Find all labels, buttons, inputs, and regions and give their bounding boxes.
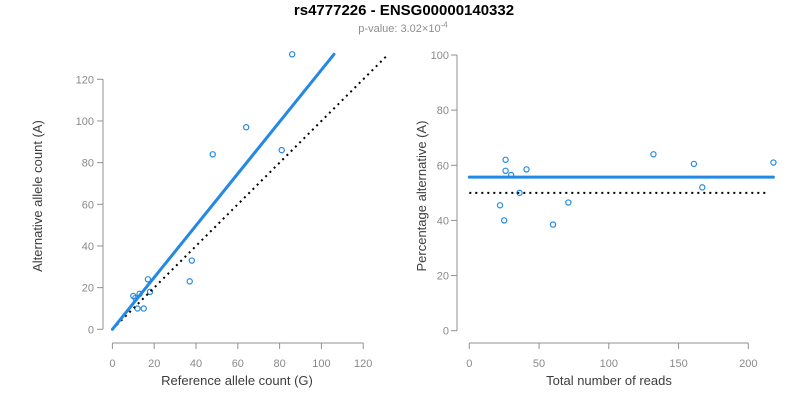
- data-point: [565, 199, 572, 206]
- data-point: [209, 151, 216, 158]
- y-axis-label: Percentage alternative (A): [414, 120, 429, 271]
- p-value-exponent: -4: [441, 21, 449, 30]
- x-axis-label: Reference allele count (G): [161, 373, 313, 388]
- x-tick-label: 150: [669, 358, 687, 370]
- data-point: [523, 166, 530, 173]
- plot-subtitle: p-value: 3.02×10-4: [358, 21, 448, 36]
- x-tick-label: 0: [466, 358, 472, 370]
- data-point: [650, 151, 657, 158]
- data-point: [134, 305, 141, 312]
- x-tick-label: 100: [312, 358, 330, 370]
- x-tick-label: 20: [148, 358, 160, 370]
- y-tick-label: 120: [76, 74, 94, 86]
- x-tick-label: 100: [600, 358, 618, 370]
- y-tick-label: 0: [88, 324, 94, 336]
- x-tick-label: 60: [232, 358, 244, 370]
- x-tick-label: 120: [354, 358, 372, 370]
- data-point: [278, 146, 285, 154]
- y-tick-label: 40: [82, 241, 94, 253]
- data-point: [516, 189, 523, 197]
- left-panel-allele-counts: 0 20 40 60 80 100 120 0 20 40 60 80 100 120 Reference …: [30, 51, 387, 388]
- data-point: [770, 159, 777, 166]
- data-point: [146, 288, 154, 296]
- x-tick-label: 40: [190, 358, 202, 370]
- data-point: [186, 278, 193, 285]
- y-tick-label: 80: [82, 158, 94, 170]
- data-point: [549, 221, 557, 228]
- data-point: [140, 305, 147, 312]
- data-point: [242, 124, 250, 131]
- y-tick-label: 0: [443, 326, 449, 338]
- x-tick-label: 50: [533, 358, 545, 370]
- right-panel-percentage-reads: 0 50 100 150 200 0 20 40 60 80 100 Total number of …: [414, 50, 777, 388]
- y-tick-label: 20: [437, 271, 449, 283]
- data-point: [144, 276, 152, 283]
- x-tick-label: 0: [109, 358, 115, 370]
- y-tick-label: 100: [76, 116, 94, 128]
- y-tick-label: 80: [437, 105, 449, 117]
- data-point: [500, 217, 508, 224]
- data-point: [188, 257, 196, 264]
- y-tick-label: 40: [437, 215, 449, 227]
- data-point: [502, 167, 509, 175]
- data-point: [699, 184, 706, 191]
- data-point: [690, 160, 698, 168]
- p-value-text: p-value: 3.02×10: [358, 23, 440, 35]
- x-axis-label: Total number of reads: [546, 373, 672, 388]
- data-point: [496, 202, 504, 209]
- y-tick-label: 100: [431, 50, 449, 62]
- y-axis-label: Alternative allele count (A): [30, 120, 45, 272]
- x-tick-label: 80: [273, 358, 285, 370]
- identity-line: [111, 55, 387, 331]
- data-point: [502, 156, 509, 163]
- regression-line: [110, 52, 336, 331]
- data-point: [288, 51, 296, 58]
- plot-title: rs4777226 - ENSG00000140332: [294, 2, 514, 19]
- y-tick-label: 60: [437, 160, 449, 172]
- y-tick-label: 60: [82, 199, 94, 211]
- y-tick-label: 20: [82, 283, 94, 295]
- x-tick-label: 200: [739, 358, 757, 370]
